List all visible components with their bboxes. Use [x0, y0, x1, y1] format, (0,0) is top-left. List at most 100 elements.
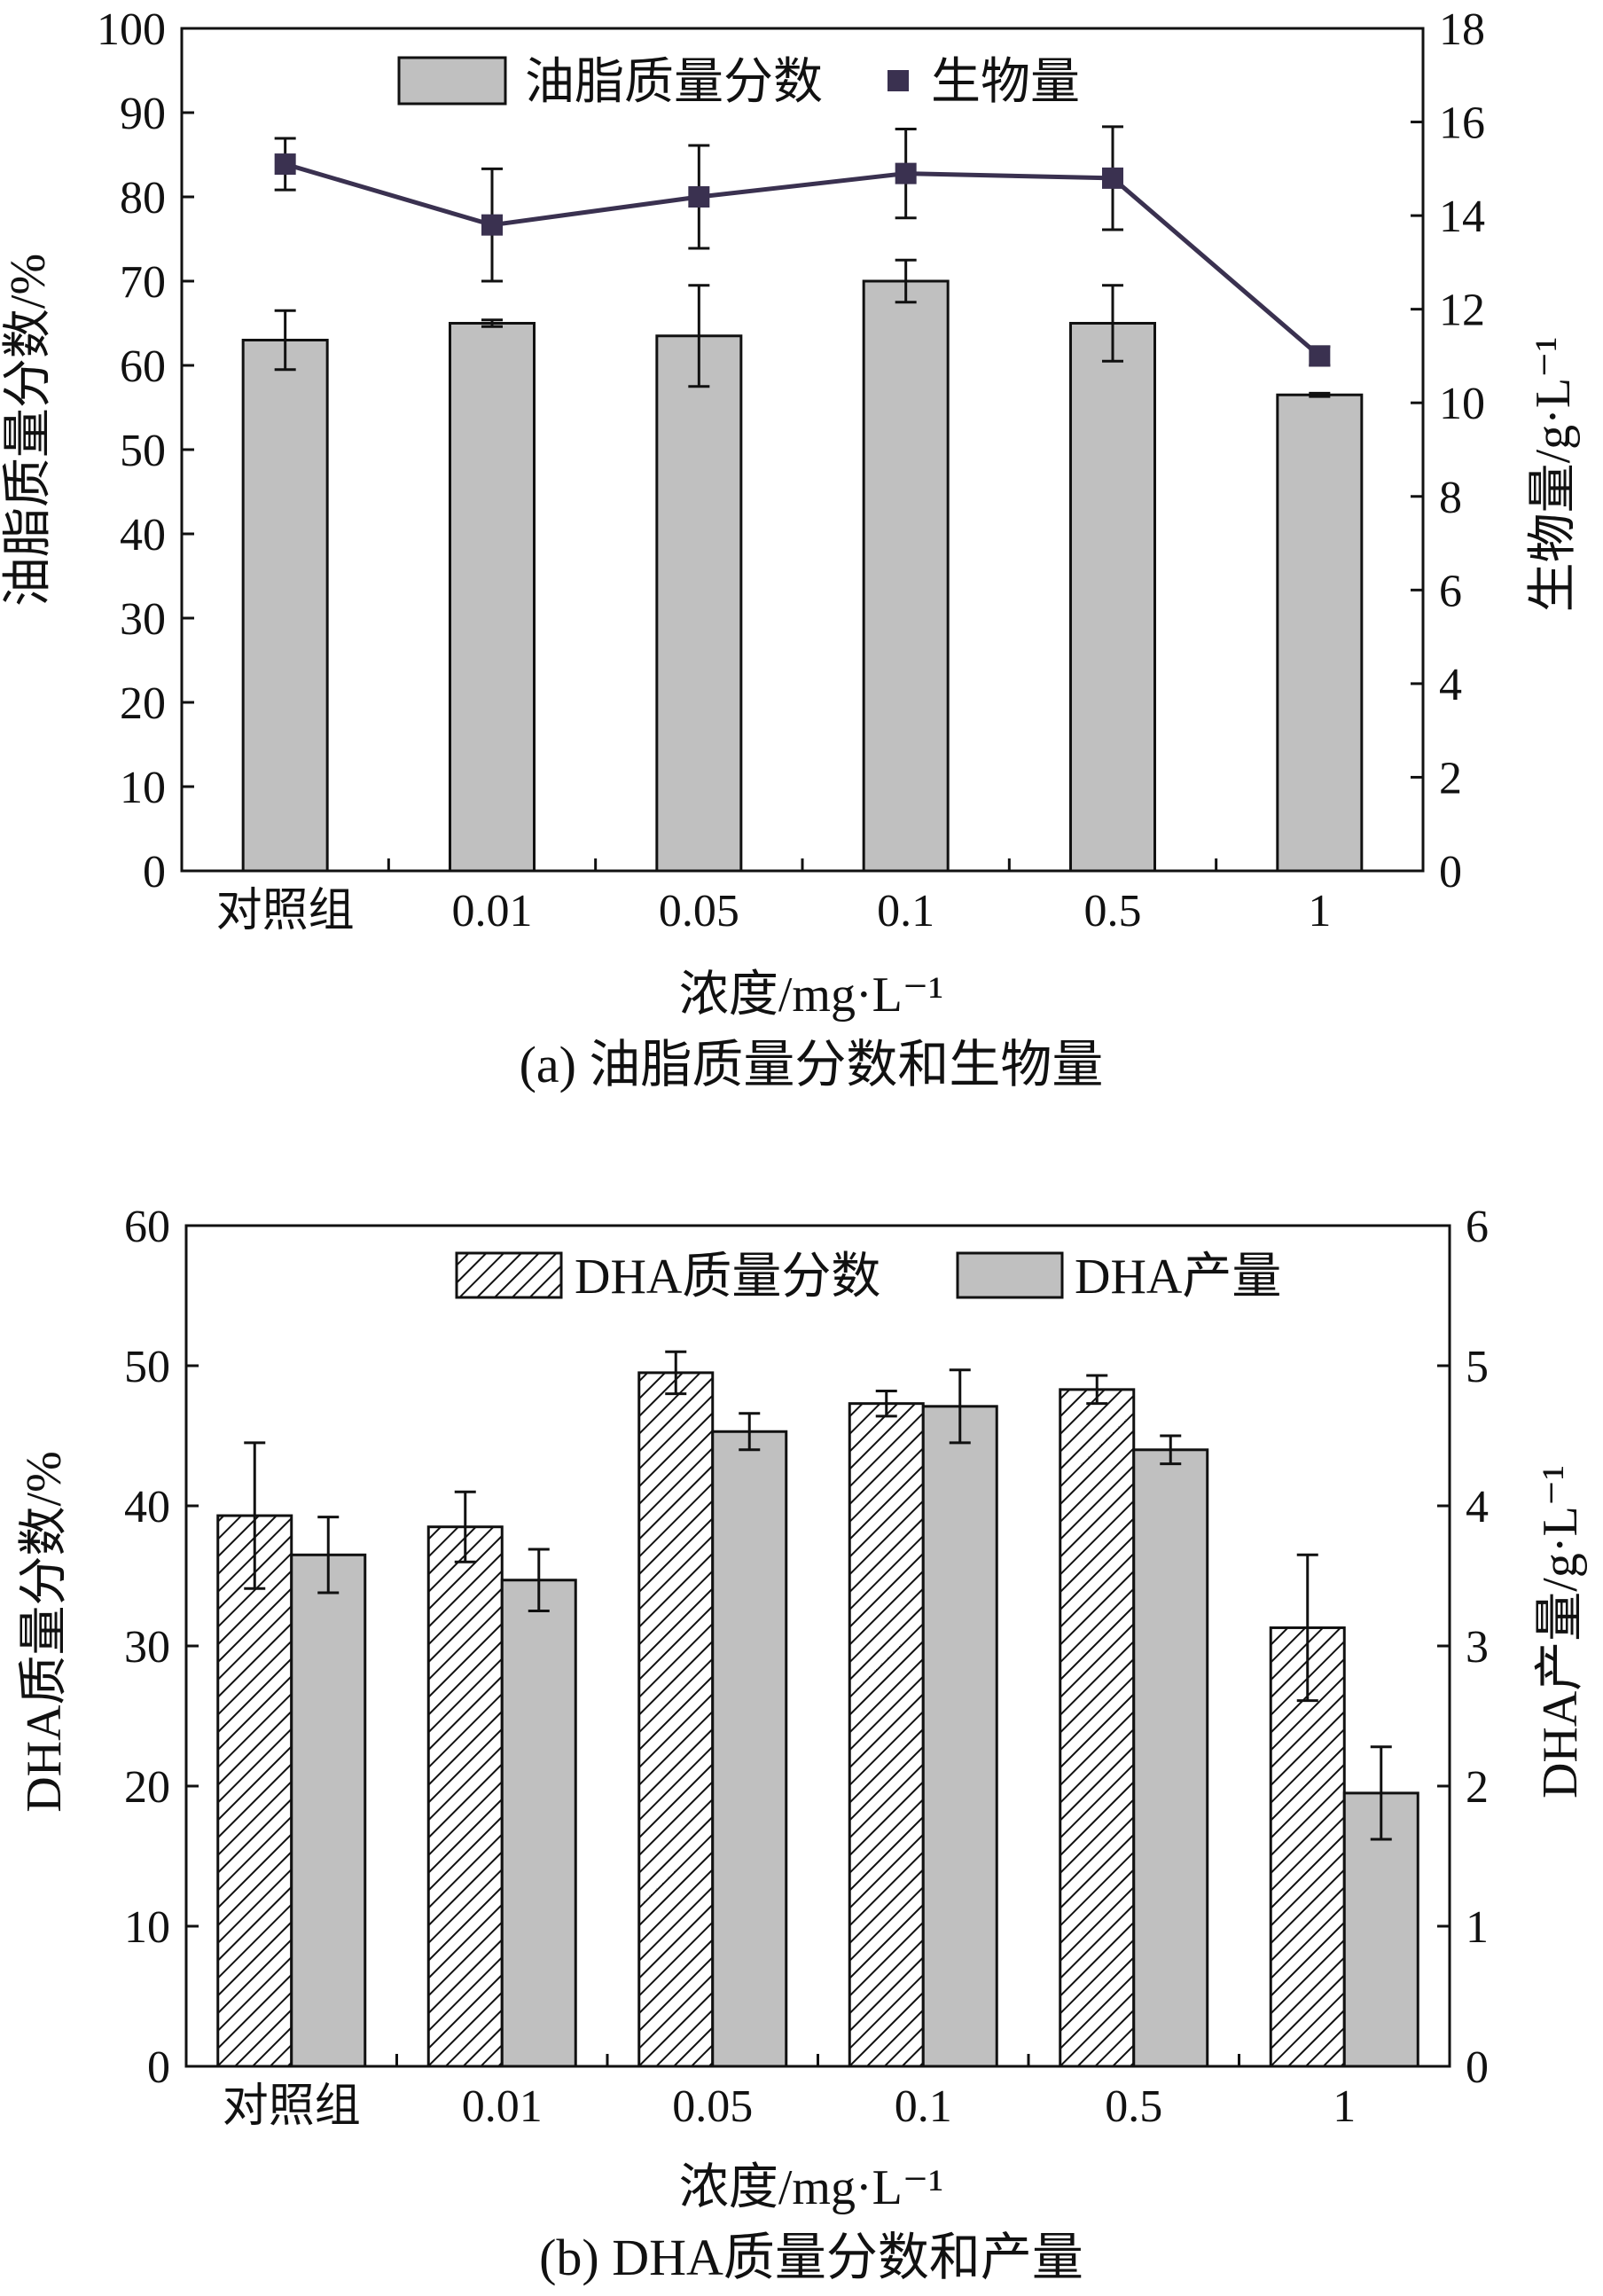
chart-b-xtick-label: 0.1 [895, 2081, 952, 2132]
error-bar-oil-fraction [274, 309, 296, 372]
chart-b-xtick-label: 对照组 [223, 2081, 361, 2132]
legend-a-bar-label: 油脂质量分数 [525, 55, 823, 110]
error-bar-oil-fraction [1102, 284, 1123, 363]
chart-a-plot-frame [180, 27, 1425, 873]
chart-b-legend: DHA质量分数 DHA产量 [455, 1250, 1281, 1305]
chart-a-ytick-right-label: 6 [1439, 566, 1462, 616]
point-biomass [688, 186, 710, 208]
chart-b-ytick-right-label: 5 [1466, 1342, 1489, 1392]
bar-dha-fraction [426, 1525, 504, 2068]
bar-dha-yield [290, 1553, 367, 2068]
error-bar-dha-yield [1160, 1434, 1182, 1466]
bar-dha-fraction [1059, 1388, 1136, 2068]
chart-b-ytick-left-label: 40 [124, 1482, 170, 1532]
legend-a-line-marker [888, 70, 909, 91]
error-bar-dha-yield [1370, 1745, 1392, 1841]
chart-b-ytick-left-label: 60 [124, 1202, 170, 1252]
chart-a-ytick-left-label: 60 [120, 341, 166, 392]
bar-oil-fraction [241, 339, 329, 873]
chart-b-ytick-right-label: 2 [1466, 1762, 1489, 1813]
chart-a-ytick-right-label: 10 [1439, 379, 1485, 429]
error-bar-oil-fraction [895, 258, 917, 304]
chart-a-xlabel: 浓度/mg·L⁻¹ [679, 968, 943, 1023]
chart-b-ylabel-left: DHA质量分数/% [17, 1451, 72, 1813]
chart-a-xtick-label: 0.05 [659, 886, 739, 936]
chart-a-xtick-label: 0.1 [877, 886, 934, 936]
error-bar-dha-yield [317, 1516, 340, 1595]
chart-a-ytick-left-label: 90 [120, 89, 166, 139]
chart-a-ytick-right-label: 16 [1439, 98, 1485, 149]
point-biomass [895, 162, 917, 184]
chart-a-ytick-left-label: 80 [120, 173, 166, 223]
chart-b-ytick-left-label: 30 [124, 1622, 170, 1673]
chart-a-ytick-left-label: 40 [120, 510, 166, 560]
error-bar-dha-yield [949, 1368, 971, 1445]
chart-b-xtick-label: 0.05 [672, 2081, 753, 2132]
bar-dha-fraction [637, 1371, 715, 2068]
point-biomass [274, 153, 296, 176]
chart-a-marks: 0 10 20 30 40 50 60 70 80 90 100 0 2 4 6 8 10 12 14 16 18 对照组… [97, 4, 1485, 936]
legend-b-gray-label: DHA产量 [1075, 1250, 1281, 1305]
chart-b-xtick-label: 1 [1333, 2081, 1356, 2132]
chart-b-ytick-right-label: 4 [1466, 1482, 1489, 1532]
chart-a-ytick-left-label: 20 [120, 678, 166, 729]
error-bar-dha-fraction [875, 1389, 897, 1418]
chart-a-ylabel-right: 生物量/g·L⁻¹ [1526, 337, 1581, 613]
bar-dha-yield [1132, 1448, 1209, 2068]
legend-b-hatch-swatch [455, 1251, 563, 1299]
chart-a-xtick-label: 0.5 [1084, 886, 1142, 936]
error-bar-oil-fraction [688, 284, 710, 388]
error-bar-dha-fraction [1296, 1553, 1318, 1703]
bar-oil-fraction [1069, 322, 1156, 873]
bar-dha-fraction [848, 1402, 925, 2068]
chart-b-ytick-left-label: 20 [124, 1762, 170, 1813]
chart-b-ylabel-right: DHA产量/g·L⁻¹ [1533, 1465, 1588, 1798]
error-bar-dha-fraction [665, 1350, 687, 1396]
bar-dha-yield [500, 1579, 577, 2068]
line-biomass [284, 161, 1321, 358]
chart-b-xlabel: 浓度/mg·L⁻¹ [679, 2160, 943, 2215]
error-bar-dha-yield [739, 1412, 761, 1452]
point-biomass [481, 214, 503, 236]
chart-a-ytick-left-label: 0 [143, 847, 166, 897]
chart-b-xtick-label: 0.01 [462, 2081, 543, 2132]
chart-a-ytick-right-label: 12 [1439, 286, 1485, 336]
chart-b-xtick-label: 0.5 [1105, 2081, 1162, 2132]
bar-oil-fraction [655, 334, 743, 873]
bar-oil-fraction [449, 322, 536, 873]
chart-a-ylabel-left: 油脂质量分数/% [1, 254, 56, 607]
chart-a-ytick-left-label: 100 [97, 4, 166, 55]
chart-b-ytick-right-label: 6 [1466, 1202, 1489, 1252]
bar-dha-yield [921, 1405, 998, 2068]
chart-a-ytick-right-label: 2 [1439, 753, 1462, 803]
legend-a-line-label: 生物量 [931, 55, 1080, 110]
bar-oil-fraction [1276, 393, 1364, 873]
chart-a-ytick-left-label: 50 [120, 426, 166, 476]
chart-a-ytick-right-label: 14 [1439, 192, 1485, 242]
bar-dha-fraction [216, 1514, 293, 2068]
chart-a-ytick-left-label: 10 [120, 763, 166, 813]
bar-oil-fraction [862, 279, 950, 873]
chart-b-plot-frame [184, 1224, 1451, 2068]
chart-a-ytick-right-label: 8 [1439, 473, 1462, 523]
chart-b-caption: (b) DHA质量分数和产量 [539, 2229, 1083, 2286]
chart-b-ytick-right-label: 1 [1466, 1902, 1489, 1953]
chart-a-ytick-right-label: 4 [1439, 660, 1462, 710]
error-bar-dha-fraction [454, 1490, 476, 1563]
chart-a-legend: 油脂质量分数 生物量 [397, 55, 1080, 110]
chart-b-ytick-left-label: 10 [124, 1902, 170, 1953]
chart-a-ytick-right-label: 18 [1439, 4, 1485, 55]
chart-a-ytick-left-label: 30 [120, 594, 166, 645]
chart-a-caption: (a) 油脂质量分数和生物量 [520, 1036, 1104, 1093]
error-bar-dha-fraction [1086, 1374, 1108, 1406]
chart-b-marks: 0 10 20 30 40 50 60 0 1 2 3 4 5 6 对照组 0.01 0.05 0.1 0.5 1 [124, 1202, 1489, 2132]
chart-b-ytick-right-label: 3 [1466, 1622, 1489, 1673]
chart-b-ytick-left-label: 50 [124, 1342, 170, 1392]
chart-b-ytick-right-label: 0 [1466, 2042, 1489, 2093]
chart-a-ytick-left-label: 70 [120, 257, 166, 308]
chart-a: 0 10 20 30 40 50 60 70 80 90 100 0 2 4 6 8 10 12 14 16 18 对照组… [1, 4, 1581, 1093]
point-biomass [1309, 345, 1331, 367]
chart-b-ytick-left-label: 0 [147, 2042, 170, 2093]
chart-a-ytick-right-label: 0 [1439, 847, 1462, 897]
legend-b-gray-swatch [956, 1251, 1064, 1299]
